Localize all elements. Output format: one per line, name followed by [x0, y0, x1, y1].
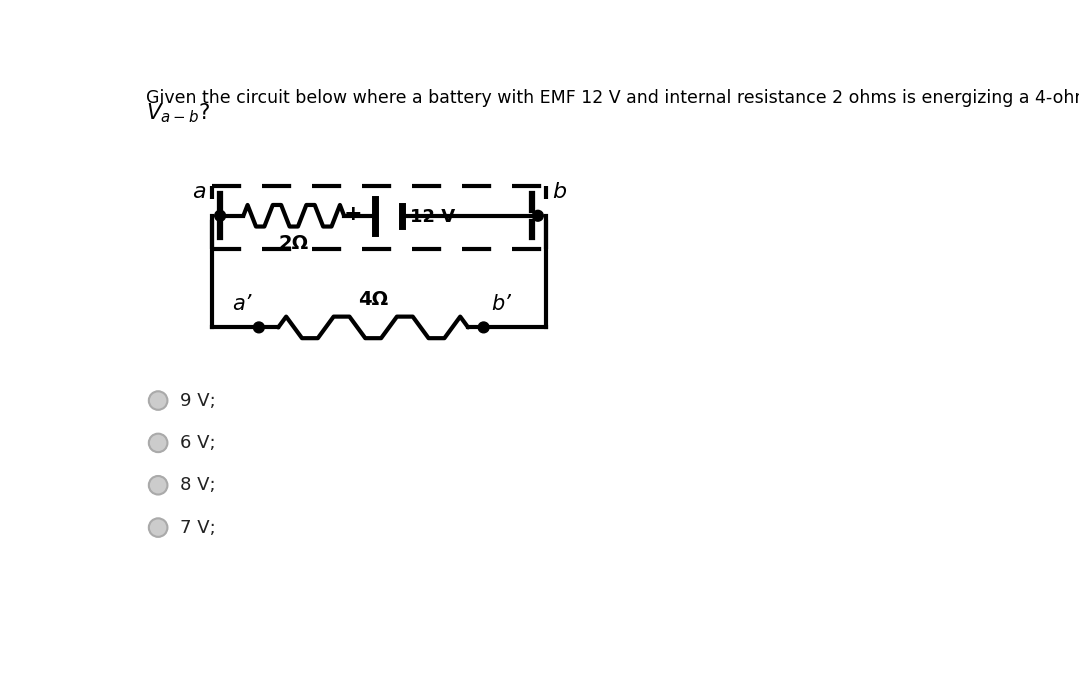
Circle shape — [149, 518, 167, 537]
Circle shape — [532, 211, 544, 221]
Text: 7 V;: 7 V; — [180, 518, 216, 537]
Text: 9 V;: 9 V; — [180, 392, 216, 410]
Text: b’: b’ — [491, 294, 511, 314]
Text: 4Ω: 4Ω — [358, 290, 388, 309]
Text: a’: a’ — [232, 294, 251, 314]
Circle shape — [254, 322, 264, 333]
Text: +: + — [344, 205, 363, 224]
Circle shape — [149, 433, 167, 452]
Text: $V_{a-b}$?: $V_{a-b}$? — [146, 102, 210, 126]
Circle shape — [149, 476, 167, 495]
Circle shape — [215, 211, 226, 221]
Circle shape — [149, 392, 167, 410]
Text: 2Ω: 2Ω — [278, 234, 309, 253]
Text: a: a — [192, 182, 206, 202]
Text: 12 V: 12 V — [410, 209, 455, 226]
Text: 8 V;: 8 V; — [180, 477, 216, 494]
Circle shape — [478, 322, 489, 333]
Text: 6 V;: 6 V; — [180, 434, 216, 452]
Text: Given the circuit below where a battery with EMF 12 V and internal resistance 2 : Given the circuit below where a battery … — [146, 88, 1079, 107]
Text: b: b — [551, 182, 566, 202]
